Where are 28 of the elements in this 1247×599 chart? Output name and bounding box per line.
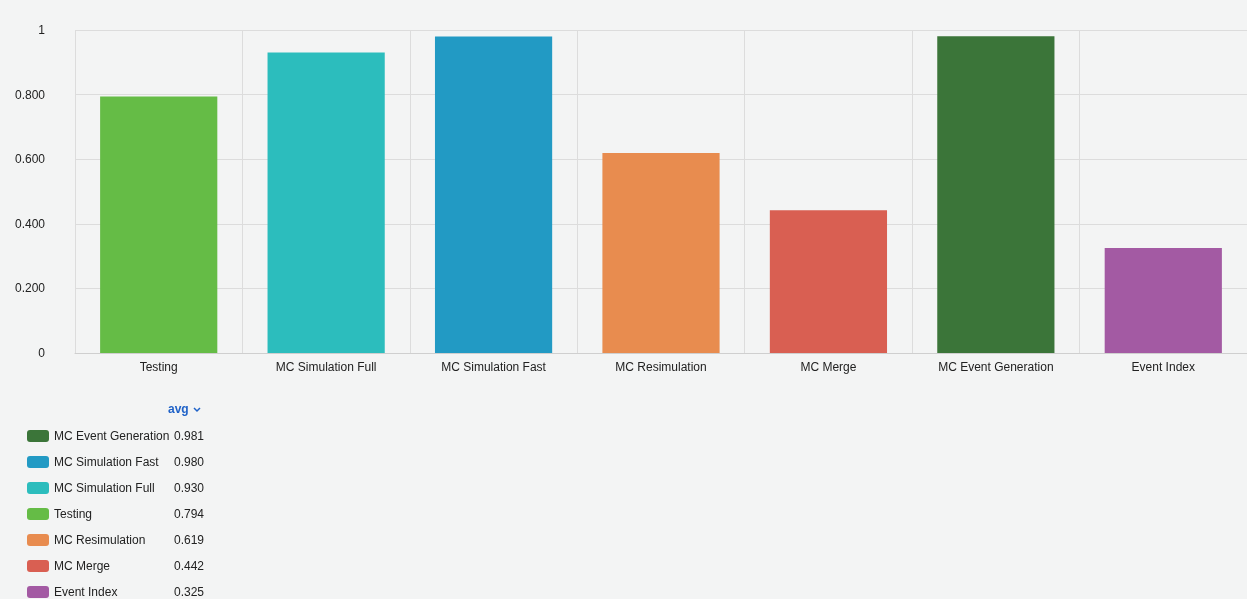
text: 0.794: [174, 507, 205, 521]
text: 0.980: [174, 455, 205, 469]
legend-label: MC Event Generation: [54, 429, 170, 443]
legend-label: MC Simulation Full: [54, 481, 155, 495]
text: 0.325: [174, 585, 205, 599]
y-tick-label: 1: [38, 23, 46, 37]
y-tick-label: 0.600: [14, 152, 46, 167]
legend-label: MC Resimulation: [54, 533, 146, 547]
y-tick-label: 0: [38, 346, 46, 360]
x-tick-label: Testing: [139, 360, 178, 374]
y-tick-label: 0.800: [14, 87, 46, 102]
x-tick-label: Event Index: [1131, 360, 1195, 374]
legend-title: avg: [168, 402, 189, 416]
text: 0.930: [174, 481, 205, 495]
y-tick-label: 0.400: [14, 216, 46, 231]
legend-label: MC Merge: [54, 559, 111, 573]
text: 0.619: [174, 533, 205, 547]
x-tick-label: MC Simulation Full: [275, 360, 377, 374]
x-tick-label: MC Resimulation: [615, 360, 707, 374]
legend-label: Event Index: [54, 585, 118, 599]
x-tick-label: MC Merge: [800, 360, 857, 374]
legend-label: Testing: [54, 507, 93, 521]
text: 0.442: [174, 559, 205, 573]
x-tick-label: MC Event Generation: [938, 360, 1054, 374]
x-tick-label: MC Simulation Fast: [441, 360, 547, 374]
y-tick-label: 0.200: [14, 281, 46, 296]
legend-label: MC Simulation Fast: [54, 455, 160, 469]
text: 0.981: [174, 429, 205, 443]
